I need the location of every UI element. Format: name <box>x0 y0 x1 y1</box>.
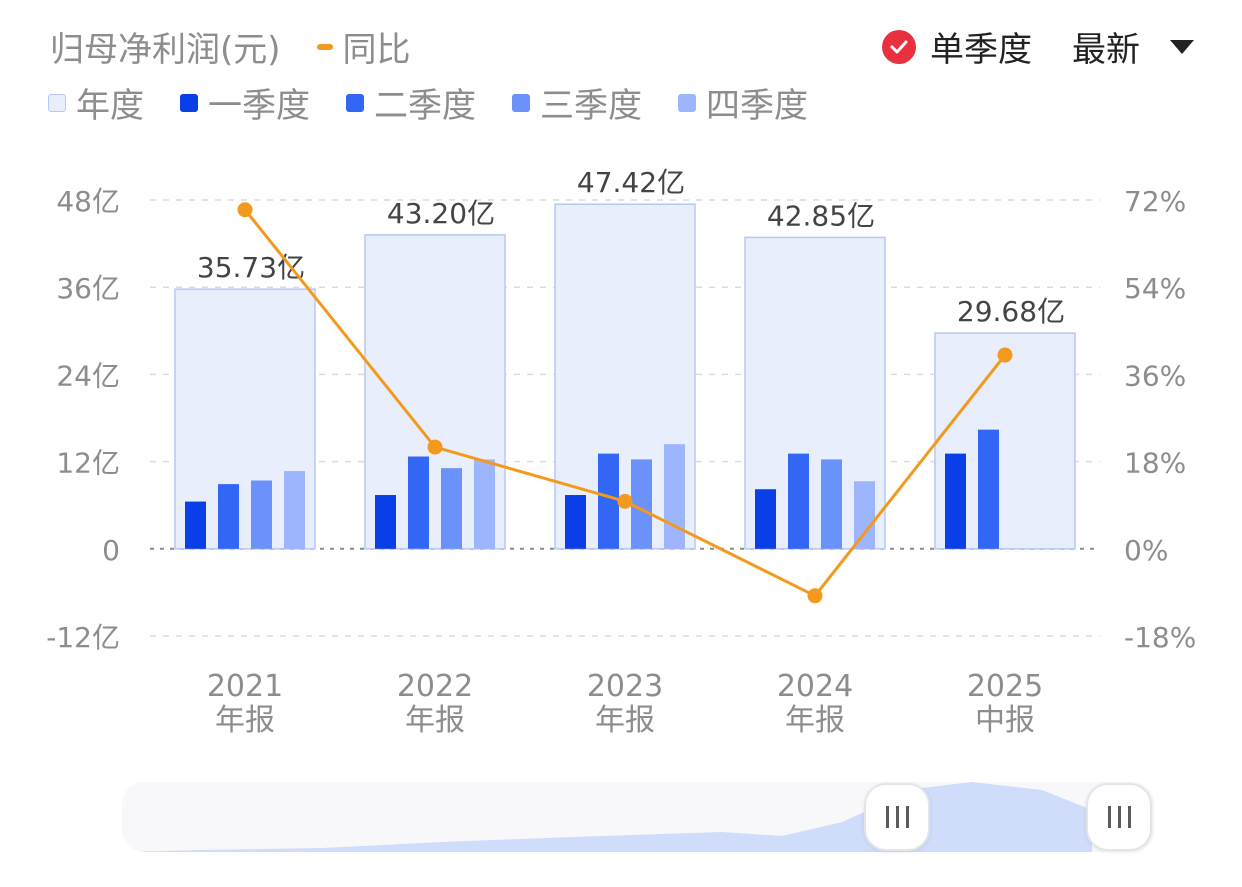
x-tick-label: 2025 <box>967 669 1043 704</box>
x-tick-label: 2024 <box>777 669 853 704</box>
quarter-bar <box>788 453 809 549</box>
slider-preview-area <box>122 782 1092 852</box>
range-slider-right-handle[interactable] <box>1086 783 1152 851</box>
x-tick-label: 2021 <box>207 669 283 704</box>
legend-label: 年度 <box>76 86 144 126</box>
quarter-bar <box>598 453 619 549</box>
chart-header: 归母净利润(元) 同比 <box>50 22 411 71</box>
annual-value-label: 43.20亿 <box>387 197 495 230</box>
quarter-bar <box>755 489 776 549</box>
y2-tick-label: -18% <box>1124 621 1196 654</box>
legend-item-q1[interactable]: 一季度 <box>180 78 310 127</box>
legend-label: 三季度 <box>540 86 642 126</box>
legend-label: 一季度 <box>208 86 310 126</box>
quarter-bar <box>854 481 875 549</box>
legend-label: 四季度 <box>706 86 808 126</box>
x-tick-label: 2023 <box>587 669 663 704</box>
legend-swatch <box>512 93 530 112</box>
quarter-bar <box>821 459 842 549</box>
legend: 年度 一季度 二季度 三季度 四季度 <box>48 78 844 127</box>
y2-tick-label: 18% <box>1124 447 1186 480</box>
annual-value-label: 47.42亿 <box>577 166 685 199</box>
profit-chart: -12亿 -18% 0 0% 12亿 18% 24亿 36% 36亿 54% 48亿 72% 35.73… <box>46 166 1196 738</box>
single-quarter-toggle[interactable]: 单季度 <box>930 30 1032 70</box>
yoy-point <box>807 588 823 604</box>
x-tick-label: 年报 <box>595 703 655 738</box>
legend-swatch <box>180 93 198 112</box>
x-tick-label: 年报 <box>405 703 465 738</box>
y-tick-label: 0 <box>102 534 120 567</box>
quarter-bar <box>664 444 685 549</box>
quarter-bar <box>185 501 206 549</box>
y-tick-label: 36亿 <box>56 272 120 305</box>
yoy-legend-marker <box>316 43 333 50</box>
range-slider-track[interactable] <box>122 782 1154 852</box>
yoy-point <box>997 347 1013 363</box>
y-tick-label: -12亿 <box>46 621 120 654</box>
range-slider-left-handle[interactable] <box>864 783 930 851</box>
legend-swatch <box>346 93 364 112</box>
y-tick-label: 24亿 <box>56 359 120 392</box>
quarter-bar <box>218 484 239 549</box>
legend-item-q3[interactable]: 三季度 <box>512 78 642 127</box>
legend-item-q2[interactable]: 二季度 <box>346 78 476 127</box>
y2-tick-label: 0% <box>1124 534 1168 567</box>
quarter-bar <box>565 495 586 549</box>
quarter-bar <box>408 456 429 549</box>
yoy-point <box>237 202 253 218</box>
quarter-bar <box>978 429 999 549</box>
quarter-bar <box>945 453 966 549</box>
quarter-bar <box>375 495 396 549</box>
period-select[interactable]: 最新 <box>1072 30 1140 70</box>
yoy-point <box>427 439 443 455</box>
quarter-bar <box>441 468 462 549</box>
annual-value-label: 35.73亿 <box>197 251 305 284</box>
x-tick-label: 年报 <box>785 703 845 738</box>
x-tick-label: 年报 <box>215 703 275 738</box>
check-icon[interactable] <box>882 29 916 64</box>
annual-value-label: 42.85亿 <box>767 199 875 232</box>
quarter-bar <box>474 459 495 549</box>
legend-item-annual[interactable]: 年度 <box>48 78 144 127</box>
quarter-bar <box>251 480 272 549</box>
legend-swatch <box>48 93 66 112</box>
y-tick-label: 12亿 <box>56 447 120 480</box>
yoy-legend-label: 同比 <box>342 30 411 70</box>
y-tick-label: 48亿 <box>56 185 120 218</box>
quarter-bar <box>284 471 305 549</box>
yoy-point <box>617 493 633 509</box>
legend-label: 二季度 <box>374 86 476 126</box>
y2-tick-label: 72% <box>1124 185 1186 218</box>
chevron-down-icon[interactable] <box>1170 39 1194 54</box>
legend-item-q4[interactable]: 四季度 <box>678 78 808 127</box>
y2-tick-label: 36% <box>1124 359 1186 392</box>
legend-swatch <box>678 93 696 112</box>
annual-value-label: 29.68亿 <box>957 295 1065 328</box>
chart-controls: 单季度 最新 <box>882 22 1194 71</box>
y2-tick-label: 54% <box>1124 272 1186 305</box>
quarter-bar <box>631 459 652 549</box>
metric-title: 归母净利润(元) <box>50 30 281 70</box>
x-tick-label: 2022 <box>397 669 473 704</box>
x-tick-label: 中报 <box>975 703 1035 738</box>
